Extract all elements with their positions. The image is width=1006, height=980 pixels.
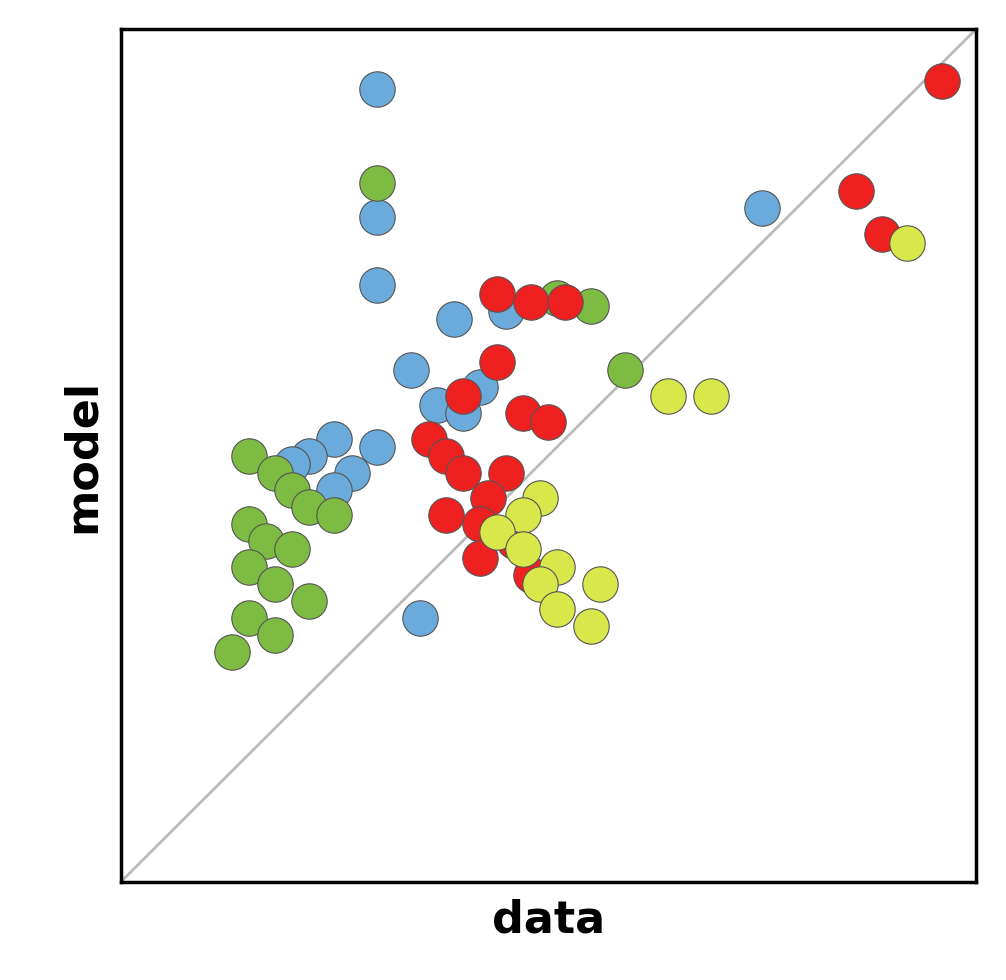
- Point: [455, 388, 471, 404]
- Point: [753, 201, 770, 217]
- Point: [343, 465, 359, 480]
- Point: [582, 618, 599, 634]
- Point: [472, 379, 488, 395]
- Point: [267, 627, 283, 643]
- Point: [223, 644, 239, 660]
- Point: [369, 439, 385, 455]
- Point: [548, 290, 564, 306]
- Point: [258, 533, 274, 549]
- Point: [429, 397, 445, 413]
- Point: [489, 524, 505, 540]
- Point: [421, 431, 437, 447]
- Point: [267, 465, 283, 480]
- Point: [446, 312, 462, 327]
- Point: [548, 602, 564, 617]
- Point: [326, 431, 342, 447]
- Point: [523, 567, 539, 583]
- Point: [548, 559, 564, 574]
- Point: [369, 175, 385, 191]
- Point: [582, 299, 599, 315]
- Point: [702, 388, 718, 404]
- Point: [523, 294, 539, 310]
- Point: [284, 457, 300, 472]
- Point: [489, 286, 505, 302]
- Point: [660, 388, 676, 404]
- Point: [284, 482, 300, 498]
- Point: [557, 294, 573, 310]
- Point: [301, 593, 317, 609]
- Point: [848, 183, 864, 199]
- Point: [472, 516, 488, 532]
- Point: [284, 542, 300, 558]
- Point: [267, 575, 283, 591]
- Point: [369, 209, 385, 224]
- Point: [240, 610, 257, 625]
- Point: [240, 516, 257, 532]
- Point: [438, 448, 454, 464]
- Point: [497, 303, 513, 318]
- Point: [480, 490, 496, 506]
- Point: [403, 363, 420, 378]
- Point: [369, 81, 385, 97]
- Point: [301, 448, 317, 464]
- Point: [514, 508, 531, 523]
- Point: [899, 234, 915, 250]
- Point: [411, 610, 428, 625]
- Y-axis label: model: model: [61, 378, 104, 533]
- Point: [592, 575, 608, 591]
- Point: [506, 533, 522, 549]
- Point: [531, 575, 547, 591]
- Point: [455, 465, 471, 480]
- Point: [472, 550, 488, 565]
- Point: [301, 499, 317, 514]
- Point: [489, 354, 505, 369]
- Point: [326, 482, 342, 498]
- Point: [326, 508, 342, 523]
- Point: [514, 542, 531, 558]
- Point: [934, 73, 950, 88]
- Point: [617, 363, 633, 378]
- Point: [369, 277, 385, 293]
- Point: [514, 406, 531, 421]
- Point: [531, 490, 547, 506]
- Point: [497, 465, 513, 480]
- Point: [455, 406, 471, 421]
- Point: [873, 226, 889, 242]
- Point: [438, 508, 454, 523]
- Point: [540, 414, 556, 429]
- Point: [240, 559, 257, 574]
- Point: [240, 448, 257, 464]
- X-axis label: data: data: [492, 899, 605, 942]
